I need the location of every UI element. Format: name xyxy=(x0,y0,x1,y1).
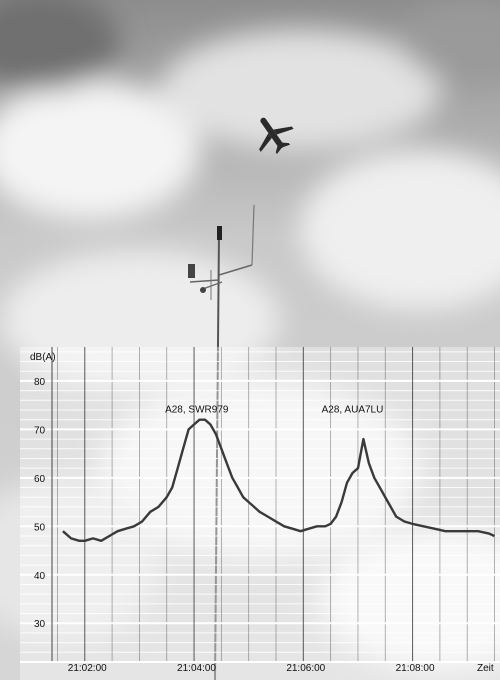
series-layer xyxy=(62,418,495,542)
y-tick-label: 30 xyxy=(34,619,46,630)
x-tick-label: 21:08:00 xyxy=(396,663,435,674)
x-tick-labels: 21:02:00 21:04:00 21:06:00 21:08:00 xyxy=(68,663,435,674)
grid-major xyxy=(20,347,500,662)
grid-minor xyxy=(20,347,500,663)
y-axis-label: dB(A) xyxy=(30,352,56,363)
y-tick-label: 40 xyxy=(34,571,46,582)
x-tick-label: 21:04:00 xyxy=(177,663,216,674)
y-tick-label: 50 xyxy=(34,522,46,533)
y-tick-label: 70 xyxy=(34,425,46,436)
x-axis-label: Zeit xyxy=(477,663,494,674)
airplane-icon xyxy=(259,117,294,154)
flight-annotation: A28, AUA7LU xyxy=(322,404,384,415)
measurement-mast xyxy=(188,204,255,680)
y-tick-label: 60 xyxy=(34,474,46,485)
x-tick-label: 21:02:00 xyxy=(68,663,107,674)
annotations: A28, SWR979 A28, AUA7LU xyxy=(165,404,383,415)
series-line xyxy=(62,418,495,542)
x-tick-label: 21:06:00 xyxy=(286,663,325,674)
y-tick-labels: 30 40 50 60 70 80 xyxy=(34,377,46,630)
y-tick-label: 80 xyxy=(34,377,46,388)
flight-annotation: A28, SWR979 xyxy=(165,404,229,415)
plot-area xyxy=(20,347,500,680)
